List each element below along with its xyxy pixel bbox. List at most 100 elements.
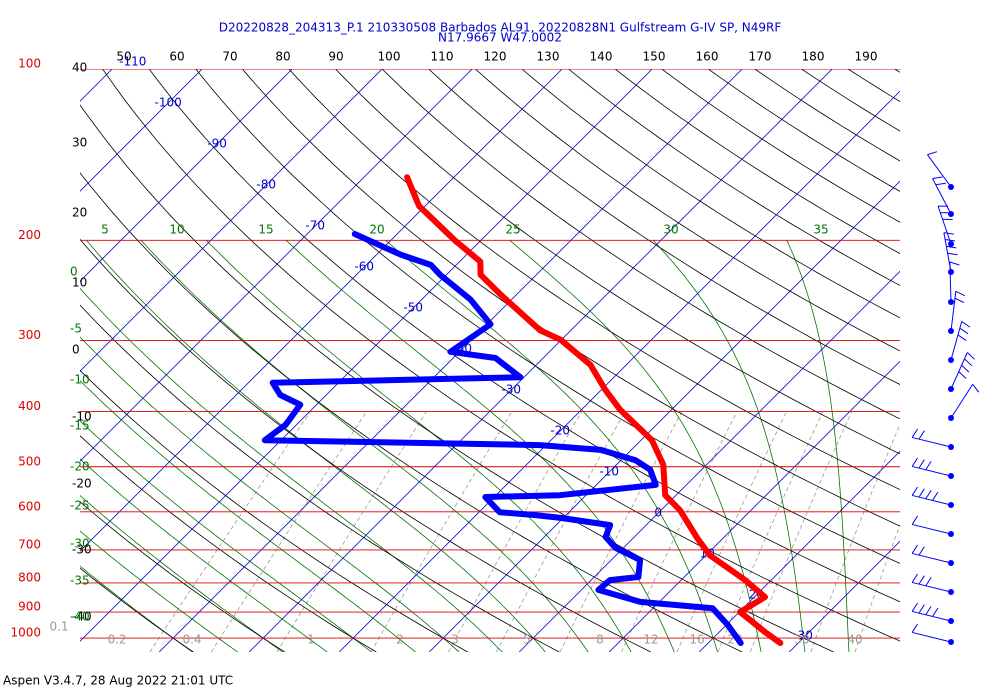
barb-flag xyxy=(954,297,965,304)
top-label: 150 xyxy=(643,50,666,64)
barb-flag xyxy=(925,461,932,471)
barb-flag xyxy=(911,515,918,525)
barb-flag xyxy=(957,334,967,342)
isotherm-label: -30 xyxy=(501,383,521,397)
barb-flag xyxy=(925,490,932,500)
barb-flag xyxy=(925,606,932,616)
mixing-ratio-label: 30 xyxy=(794,633,809,647)
top-label: 110 xyxy=(431,50,454,64)
top-label: 140 xyxy=(590,50,613,64)
moist-adiabat xyxy=(80,336,460,652)
barb-staff xyxy=(950,291,957,332)
dry-adiabat xyxy=(80,238,651,652)
y-tick-label: 500 xyxy=(18,454,41,468)
dry-adiabat xyxy=(708,69,900,192)
y-tick-label: 200 xyxy=(18,228,41,242)
chart-title: D20220828_204313_P.1 210330508 Barbados … xyxy=(219,21,782,35)
mixing-ratio-label: 5 xyxy=(523,633,531,647)
y-tick-label: 400 xyxy=(18,399,41,413)
mixing-ratio-line xyxy=(370,411,513,652)
isotherm-label: 0 xyxy=(654,506,662,520)
barb-flag xyxy=(943,232,954,235)
moist-adiabat-label: -15 xyxy=(70,419,90,433)
grid xyxy=(80,69,900,652)
y-tick-label: 800 xyxy=(18,570,41,584)
barb-flag xyxy=(955,290,966,297)
moist-adiabat-label: 5 xyxy=(101,223,109,237)
barb-staff xyxy=(912,465,952,477)
moist-adiabat xyxy=(80,420,373,652)
barb-flag xyxy=(932,491,939,501)
top-label: 160 xyxy=(696,50,719,64)
y-tick-label: 100 xyxy=(18,57,41,71)
mixing-ratio-line xyxy=(276,411,427,652)
dry-adiabat xyxy=(195,69,900,564)
moist-adiabat-label: 15 xyxy=(258,223,273,237)
moist-adiabat xyxy=(652,240,806,652)
dry-adiabat-label: 30 xyxy=(72,136,87,150)
barb-staff xyxy=(950,352,968,390)
top-label: 90 xyxy=(328,50,343,64)
barb-staff xyxy=(950,384,974,419)
barb-staff xyxy=(912,610,952,622)
dry-adiabat xyxy=(335,69,900,455)
mixing-ratio-label: 12 xyxy=(643,633,658,647)
barb-flag xyxy=(927,151,938,156)
barb-flag xyxy=(911,602,918,612)
isotherm xyxy=(518,270,900,652)
moist-adiabat-label: 0 xyxy=(70,265,78,279)
barb-flag xyxy=(911,457,918,467)
mixing-ratio-label: 40 xyxy=(847,633,862,647)
dry-adiabat xyxy=(521,69,900,319)
dry-adiabat-label: -40 xyxy=(72,610,92,624)
mixing-ratio-label: 0.4 xyxy=(182,633,201,647)
moist-adiabat xyxy=(80,495,284,652)
barb-flag xyxy=(918,604,925,614)
chart-subtitle: N17.9667 W47.0002 xyxy=(438,31,562,45)
y-tick-label: 300 xyxy=(18,328,41,342)
moist-adiabat xyxy=(786,240,850,652)
mixing-ratio-line xyxy=(149,411,311,652)
mixing-ratio-label: 0.2 xyxy=(107,633,126,647)
mixing-ratio-label: 8 xyxy=(596,633,604,647)
dry-adiabat-label: 20 xyxy=(72,206,87,220)
isotherm xyxy=(698,450,900,652)
isotherm xyxy=(789,540,900,652)
mixing-ratio-line xyxy=(210,411,367,652)
dry-adiabat-label: 40 xyxy=(72,61,87,75)
barb-flag xyxy=(911,428,918,438)
moist-adiabat-label: -35 xyxy=(70,574,90,588)
barb-flag xyxy=(961,321,971,328)
dry-adiabat-label: 10 xyxy=(72,276,87,290)
dry-adiabat xyxy=(661,69,900,223)
isotherm-label: -50 xyxy=(403,301,423,315)
dry-adiabat xyxy=(428,69,900,385)
moist-adiabat xyxy=(80,287,503,652)
moist-adiabat-label: 35 xyxy=(813,223,828,237)
top-label: 190 xyxy=(855,50,878,64)
moist-adiabat-label: 20 xyxy=(369,223,384,237)
barb-flag xyxy=(947,252,958,256)
barb-staff xyxy=(912,631,952,643)
barb-staff xyxy=(912,581,952,593)
top-label: 80 xyxy=(275,50,290,64)
wind-barbs xyxy=(911,151,980,645)
isotherm xyxy=(80,69,203,192)
isotherm xyxy=(248,69,833,652)
dry-adiabat-label: -10 xyxy=(72,410,92,424)
moist-adiabat xyxy=(80,565,194,652)
barb-flag xyxy=(946,245,957,249)
top-label: 170 xyxy=(749,50,772,64)
moist-adiabat xyxy=(86,240,546,652)
dry-adiabat-label: -20 xyxy=(72,477,92,491)
moist-adiabat-label: -30 xyxy=(70,537,90,551)
isotherm-label: -100 xyxy=(155,96,182,110)
barb-flag xyxy=(935,182,946,186)
barb-flag xyxy=(911,573,918,583)
dry-adiabat xyxy=(614,69,900,255)
moist-adiabat-label: -40 xyxy=(70,610,90,624)
barb-flag xyxy=(918,575,925,585)
top-label: 180 xyxy=(802,50,825,64)
profile-line xyxy=(404,174,784,646)
